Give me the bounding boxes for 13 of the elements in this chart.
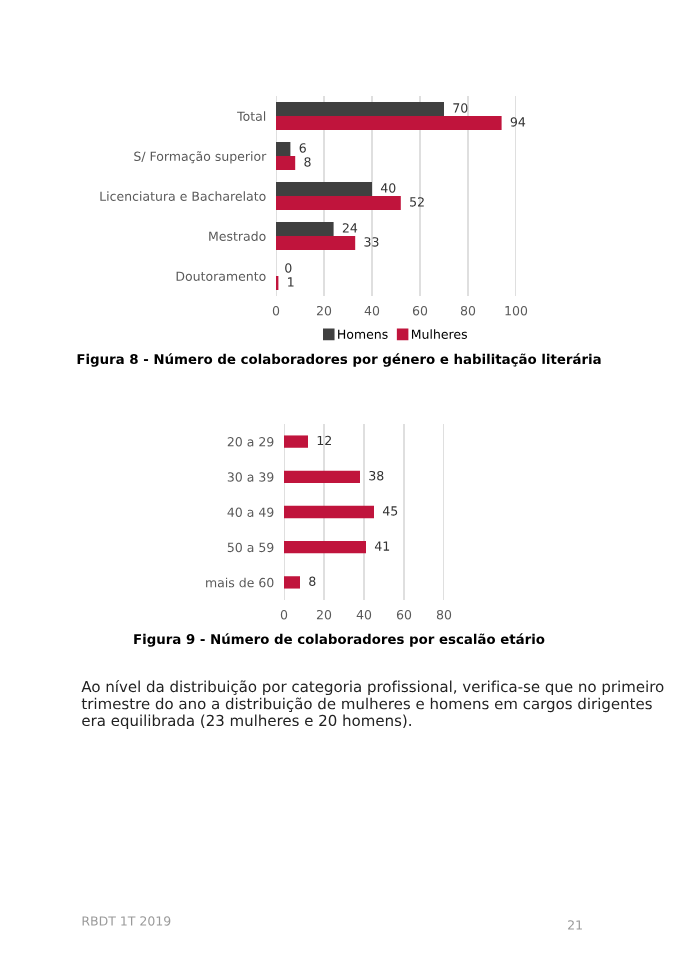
bar: [276, 236, 356, 250]
bar: [284, 435, 308, 448]
bar: [276, 182, 372, 196]
bar: [276, 222, 334, 236]
bar: [284, 541, 366, 554]
bar: [284, 505, 374, 519]
bar: [276, 102, 444, 116]
bar: [276, 142, 291, 156]
bar: [276, 196, 401, 210]
bar: [276, 116, 502, 130]
bar: [276, 156, 296, 170]
bar: [284, 470, 360, 483]
bar: [284, 576, 300, 589]
